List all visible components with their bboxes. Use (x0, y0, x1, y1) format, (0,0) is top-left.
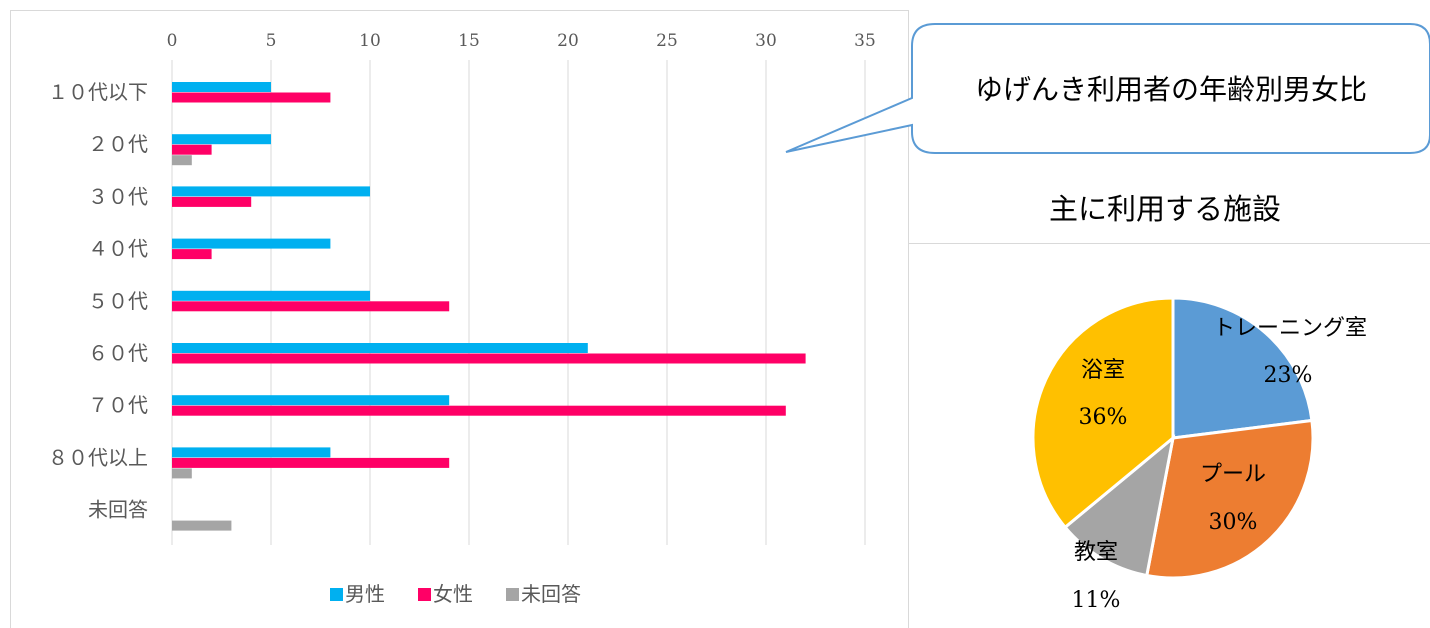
pie-slices (1031, 296, 1315, 580)
bar-男性-６０代 (172, 343, 588, 353)
bar-男性-８０代以上 (172, 447, 331, 458)
category-label: ８０代以上 (48, 445, 148, 469)
pie-chart-frame (908, 243, 1430, 244)
x-tick-label: 0 (167, 31, 178, 51)
bar-未回答-２０代 (172, 155, 192, 166)
bars (172, 82, 806, 531)
legend-label: 男性 (345, 582, 385, 606)
pie-slice-label: 浴室 (1081, 358, 1125, 383)
bar-女性-１０代以下 (172, 92, 331, 103)
legend-swatch-男性 (330, 588, 343, 601)
pie-slice-percent: 36% (1079, 405, 1128, 430)
pie-slice-percent: 11% (1072, 588, 1121, 613)
pie-slice-label: プール (1200, 462, 1266, 487)
bar-男性-２０代 (172, 134, 271, 145)
pie-slice-浴室 (1031, 296, 1175, 530)
bar-chart-frame (10, 10, 909, 628)
bar-男性-５０代 (172, 290, 370, 301)
pie-slice-labels: トレーニング室 23% プール 30% 教室 11% 浴室 36% (1072, 316, 1367, 613)
bar-女性-２０代 (172, 144, 212, 155)
x-tick-label: 20 (557, 31, 579, 51)
pie-slice-label: トレーニング室 (1213, 316, 1367, 341)
callout-text: ゆげんき利用者の年齢別男女比 (975, 73, 1367, 106)
x-tick-label: 25 (656, 31, 678, 51)
x-tick-label: 10 (359, 31, 381, 51)
x-tick-label: 35 (854, 31, 876, 51)
category-label: ３０代 (88, 184, 148, 208)
category-label: ５０代 (88, 289, 148, 313)
category-label: ６０代 (88, 341, 148, 365)
pie-slice-percent: 23% (1264, 363, 1313, 388)
bar-男性-４０代 (172, 238, 331, 249)
bar-女性-８０代以上 (172, 457, 450, 468)
bar-女性-６０代 (172, 353, 806, 364)
x-tick-label: 30 (755, 31, 777, 51)
bar-女性-７０代 (172, 405, 786, 416)
legend-swatch-女性 (418, 588, 431, 601)
pie-slice-percent: 30% (1209, 510, 1258, 535)
category-label: 未回答 (88, 498, 148, 522)
bar-女性-４０代 (172, 249, 212, 260)
legend-label: 未回答 (521, 582, 581, 606)
category-label: ２０代 (88, 132, 148, 156)
legend-label: 女性 (433, 582, 473, 606)
legend-swatch-未回答 (506, 588, 519, 601)
x-tick-label: 15 (458, 31, 480, 51)
callout-shape (785, 23, 1430, 154)
pie-slice-label: 教室 (1074, 540, 1118, 565)
pie-slice-トレーニング室 (1171, 296, 1314, 440)
pie-slice-プール (1145, 418, 1315, 580)
pie-slice-教室 (1063, 434, 1176, 578)
bar-男性-７０代 (172, 395, 450, 406)
category-label: ７０代 (88, 393, 148, 417)
bar-未回答-未回答 (172, 520, 232, 531)
bar-男性-３０代 (172, 186, 370, 197)
bar-男性-１０代以下 (172, 82, 271, 92)
x-axis-ticks: 0 5 10 15 20 25 30 35 (167, 31, 876, 51)
bar-女性-５０代 (172, 301, 450, 312)
legend: 男性 女性 未回答 (330, 582, 581, 606)
pie-chart-title: 主に利用する施設 (1049, 192, 1281, 226)
bar-未回答-８０代以上 (172, 468, 192, 479)
category-label: ４０代 (88, 237, 148, 261)
category-label: １０代以下 (48, 80, 148, 104)
bar-女性-３０代 (172, 196, 252, 207)
x-tick-label: 5 (266, 31, 277, 51)
